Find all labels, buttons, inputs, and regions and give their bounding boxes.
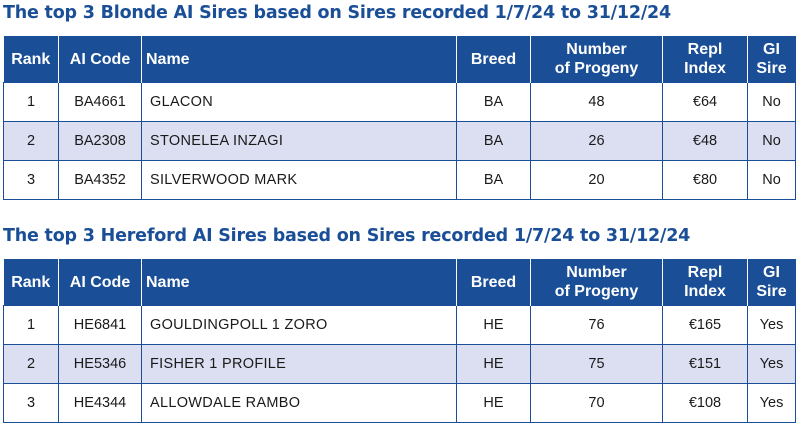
cell-rank: 3 — [3, 160, 59, 200]
header-progeny: Number of Progeny — [530, 36, 663, 83]
header-ai-code: AI Code — [58, 259, 142, 306]
table-row: 1 BA4661 GLACON BA 48 €64 No — [3, 82, 796, 122]
cell-rank: 2 — [3, 121, 59, 161]
cell-repl-index: €48 — [662, 121, 748, 161]
header-ai-code: AI Code — [58, 36, 142, 83]
header-breed: Breed — [456, 36, 531, 83]
cell-ai-code: HE6841 — [58, 305, 142, 345]
cell-name: GOULDINGPOLL 1 ZORO — [141, 305, 457, 345]
cell-ai-code: BA4661 — [58, 82, 142, 122]
cell-progeny: 75 — [530, 344, 663, 384]
table-row: 3 HE4344 ALLOWDALE RAMBO HE 70 €108 Yes — [3, 383, 796, 423]
cell-rank: 1 — [3, 82, 59, 122]
cell-repl-index: €80 — [662, 160, 748, 200]
cell-progeny: 26 — [530, 121, 663, 161]
cell-rank: 2 — [3, 344, 59, 384]
table-header-row: Rank AI Code Name Breed Number of Progeny… — [3, 259, 796, 306]
header-repl-index: Repl Index — [662, 36, 748, 83]
header-breed: Breed — [456, 259, 531, 306]
header-rank: Rank — [3, 259, 59, 306]
cell-name: SILVERWOOD MARK — [141, 160, 457, 200]
header-repl-line-1: Repl — [687, 264, 723, 281]
header-gi-line-1: GI — [763, 264, 780, 281]
table-row: 2 HE5346 FISHER 1 PROFILE HE 75 €151 Yes — [3, 344, 796, 384]
cell-breed: BA — [456, 82, 531, 122]
hereford-sires-table: Rank AI Code Name Breed Number of Progeny… — [3, 259, 796, 423]
cell-name: ALLOWDALE RAMBO — [141, 383, 457, 423]
cell-breed: HE — [456, 344, 531, 384]
cell-gi-sire: Yes — [747, 383, 796, 423]
cell-breed: BA — [456, 121, 531, 161]
cell-ai-code: HE4344 — [58, 383, 142, 423]
header-name: Name — [141, 36, 457, 83]
header-repl-line-2: Index — [684, 60, 726, 77]
header-progeny-line-2: of Progeny — [554, 283, 639, 300]
cell-progeny: 48 — [530, 82, 663, 122]
hereford-table-title: The top 3 Hereford AI Sires based on Sir… — [3, 226, 691, 246]
header-gi-sire: GI Sire — [747, 36, 796, 83]
cell-ai-code: BA2308 — [58, 121, 142, 161]
header-gi-sire: GI Sire — [747, 259, 796, 306]
cell-repl-index: €151 — [662, 344, 748, 384]
cell-breed: BA — [456, 160, 531, 200]
cell-progeny: 20 — [530, 160, 663, 200]
table-header-row: Rank AI Code Name Breed Number of Progeny… — [3, 36, 796, 83]
cell-name: STONELEA INZAGI — [141, 121, 457, 161]
header-progeny: Number of Progeny — [530, 259, 663, 306]
cell-gi-sire: Yes — [747, 344, 796, 384]
table-row: 1 HE6841 GOULDINGPOLL 1 ZORO HE 76 €165 … — [3, 305, 796, 345]
cell-gi-sire: No — [747, 160, 796, 200]
cell-repl-index: €108 — [662, 383, 748, 423]
header-progeny-line-2: of Progeny — [554, 60, 639, 77]
header-gi-line-1: GI — [763, 41, 780, 58]
cell-progeny: 76 — [530, 305, 663, 345]
header-repl-line-2: Index — [684, 283, 726, 300]
cell-ai-code: HE5346 — [58, 344, 142, 384]
header-repl-line-1: Repl — [687, 41, 723, 58]
cell-rank: 1 — [3, 305, 59, 345]
cell-breed: HE — [456, 305, 531, 345]
cell-rank: 3 — [3, 383, 59, 423]
cell-ai-code: BA4352 — [58, 160, 142, 200]
cell-breed: HE — [456, 383, 531, 423]
blonde-sires-table: Rank AI Code Name Breed Number of Progeny… — [3, 36, 796, 200]
header-name: Name — [141, 259, 457, 306]
cell-gi-sire: No — [747, 121, 796, 161]
table-row: 2 BA2308 STONELEA INZAGI BA 26 €48 No — [3, 121, 796, 161]
header-gi-line-2: Sire — [756, 283, 787, 300]
cell-gi-sire: No — [747, 82, 796, 122]
cell-name: GLACON — [141, 82, 457, 122]
cell-progeny: 70 — [530, 383, 663, 423]
cell-name: FISHER 1 PROFILE — [141, 344, 457, 384]
header-progeny-line-1: Number — [566, 264, 627, 281]
cell-repl-index: €64 — [662, 82, 748, 122]
cell-repl-index: €165 — [662, 305, 748, 345]
header-progeny-line-1: Number — [566, 41, 627, 58]
table-row: 3 BA4352 SILVERWOOD MARK BA 20 €80 No — [3, 160, 796, 200]
blonde-table-title: The top 3 Blonde AI Sires based on Sires… — [3, 3, 671, 23]
header-repl-index: Repl Index — [662, 259, 748, 306]
header-rank: Rank — [3, 36, 59, 83]
header-gi-line-2: Sire — [756, 60, 787, 77]
cell-gi-sire: Yes — [747, 305, 796, 345]
